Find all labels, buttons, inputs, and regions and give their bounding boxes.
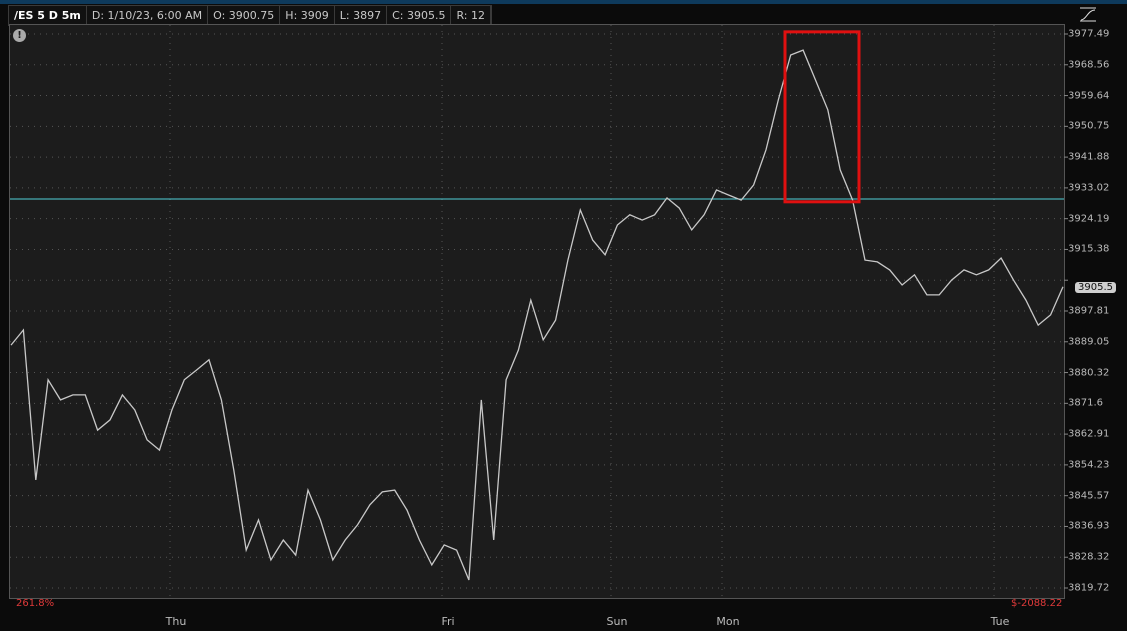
pnl-label: $-2088.22 xyxy=(1011,598,1063,609)
y-tick-label: 3968.56 xyxy=(1068,59,1110,71)
y-tick-label: 3941.88 xyxy=(1068,151,1110,163)
y-tick-label: 3871.6 xyxy=(1068,397,1103,409)
y-tick-label: 3959.64 xyxy=(1068,90,1110,102)
date-label: D: 1/10/23, 6:00 AM xyxy=(87,6,209,25)
high-label: H: 3909 xyxy=(280,6,335,25)
info-icon[interactable]: ! xyxy=(13,29,26,42)
x-tick-label: Thu xyxy=(165,615,187,628)
percent-label: 261.8% xyxy=(16,598,55,609)
y-tick-label: 3924.19 xyxy=(1068,213,1110,225)
x-tick-label: Fri xyxy=(441,615,455,628)
y-tick-label: 3950.75 xyxy=(1068,120,1110,132)
y-tick-label: 3836.93 xyxy=(1068,520,1110,532)
y-tick-label: 3854.23 xyxy=(1068,459,1110,471)
line-chart-type-icon[interactable] xyxy=(1078,6,1098,22)
y-tick-label: 3828.32 xyxy=(1068,551,1110,563)
y-tick-label: 3889.05 xyxy=(1068,336,1110,348)
current-price-label: 3905.5 xyxy=(1075,282,1116,293)
y-tick-label: 3933.02 xyxy=(1068,182,1110,194)
quote-header: /ES 5 D 5m D: 1/10/23, 6:00 AM O: 3900.7… xyxy=(8,5,492,26)
y-tick-label: 3845.57 xyxy=(1068,490,1110,502)
range-label: R: 12 xyxy=(451,6,491,25)
x-tick-label: Tue xyxy=(990,615,1010,628)
y-tick-label: 3862.91 xyxy=(1068,428,1110,440)
x-tick-label: Sun xyxy=(606,615,628,628)
open-label: O: 3900.75 xyxy=(208,6,281,25)
x-tick-label: Mon xyxy=(716,615,740,628)
symbol-label[interactable]: /ES 5 D 5m xyxy=(9,6,87,25)
highlight-box xyxy=(783,30,861,204)
y-tick-label: 3880.32 xyxy=(1068,367,1110,379)
close-label: C: 3905.5 xyxy=(387,6,452,25)
y-tick-label: 3819.72 xyxy=(1068,582,1110,594)
price-line xyxy=(10,49,1064,581)
y-tick-label: 3897.81 xyxy=(1068,305,1110,317)
top-strip xyxy=(0,0,1127,4)
y-tick-label: 3977.49 xyxy=(1068,28,1110,40)
y-tick-label: 3915.38 xyxy=(1068,243,1110,255)
low-label: L: 3897 xyxy=(335,6,388,25)
